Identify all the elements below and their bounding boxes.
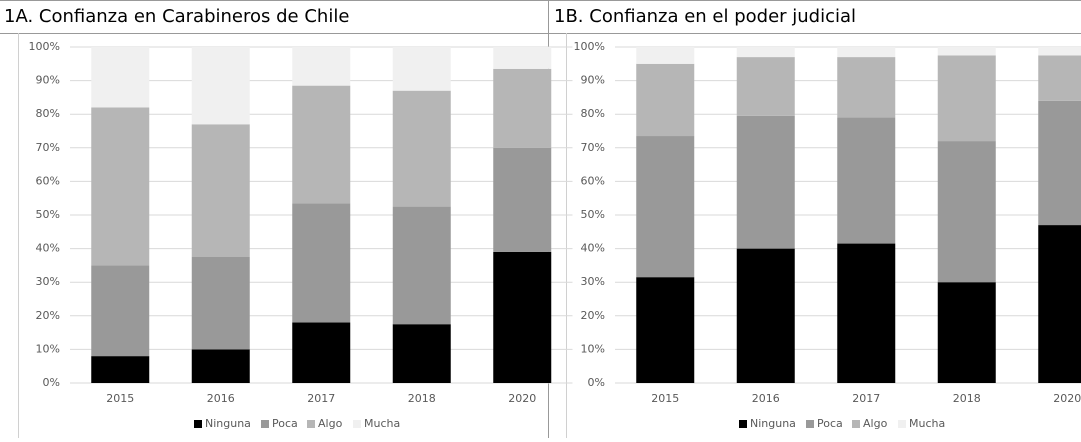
y-tick-label: 60%	[36, 174, 60, 187]
bar-segment	[392, 47, 451, 91]
bar-segment	[937, 47, 996, 56]
bar-segment	[493, 251, 552, 383]
bar-segment	[493, 47, 552, 69]
y-tick-label: 30%	[581, 275, 605, 288]
bar-segment	[837, 117, 896, 244]
x-tick-label: 2018	[408, 392, 436, 405]
bar-segment	[191, 47, 250, 125]
x-tick-label: 2018	[953, 392, 981, 405]
bar-segment	[837, 243, 896, 383]
x-tick-label: 2016	[207, 392, 235, 405]
legend-swatch	[739, 420, 747, 428]
y-tick-label: 80%	[581, 107, 605, 120]
bar-segment	[292, 203, 351, 323]
legend-label: Mucha	[364, 417, 400, 430]
bar-segment	[1038, 225, 1081, 383]
y-tick-label: 40%	[36, 242, 60, 255]
legend-label: Ninguna	[205, 417, 251, 430]
legend-swatch	[307, 420, 315, 428]
x-tick-label: 2020	[508, 392, 536, 405]
bar-segment	[937, 141, 996, 283]
bar-segment	[837, 47, 896, 58]
chart-title: 1B. Confianza en el poder judicial	[554, 6, 856, 27]
legend-label: Poca	[272, 417, 298, 430]
legend-swatch	[194, 420, 202, 428]
legend-swatch	[898, 420, 906, 428]
legend-label: Mucha	[909, 417, 945, 430]
bar-segment	[636, 277, 695, 383]
bar-segment	[292, 85, 351, 204]
bar-segment	[1038, 55, 1081, 101]
legend-swatch	[353, 420, 361, 428]
bar-segment	[191, 124, 250, 257]
legend-label: Algo	[863, 417, 888, 430]
bar-segment	[736, 115, 795, 249]
bar-segment	[636, 63, 695, 137]
y-tick-label: 70%	[581, 141, 605, 154]
x-tick-label: 2017	[307, 392, 335, 405]
bar-segment	[636, 47, 695, 64]
y-tick-label: 80%	[36, 107, 60, 120]
bar-segment	[493, 147, 552, 252]
y-tick-label: 90%	[581, 74, 605, 87]
bar-segment	[91, 47, 150, 108]
bar-segment	[937, 55, 996, 142]
x-tick-label: 2016	[752, 392, 780, 405]
y-tick-label: 10%	[581, 342, 605, 355]
legend-swatch	[261, 420, 269, 428]
y-tick-label: 60%	[581, 174, 605, 187]
x-tick-label: 2017	[852, 392, 880, 405]
x-tick-label: 2020	[1053, 392, 1081, 405]
bar-segment	[392, 206, 451, 325]
bar-segment	[493, 68, 552, 148]
y-tick-label: 30%	[36, 275, 60, 288]
bar-segment	[91, 356, 150, 383]
y-tick-label: 100%	[29, 40, 60, 53]
bar-segment	[392, 324, 451, 383]
y-tick-label: 40%	[581, 242, 605, 255]
legend-label: Ninguna	[750, 417, 796, 430]
y-tick-label: 0%	[43, 376, 60, 389]
bar-segment	[91, 107, 150, 266]
y-tick-label: 50%	[36, 208, 60, 221]
bar-segment	[91, 265, 150, 357]
x-tick-label: 2015	[106, 392, 134, 405]
bar-segment	[292, 47, 351, 86]
bar-segment	[837, 57, 896, 118]
y-tick-label: 20%	[36, 309, 60, 322]
y-tick-label: 50%	[581, 208, 605, 221]
bar-segment	[191, 349, 250, 383]
y-tick-label: 10%	[36, 342, 60, 355]
y-tick-label: 70%	[36, 141, 60, 154]
bar-segment	[636, 136, 695, 278]
bar-segment	[736, 248, 795, 383]
bar-segment	[736, 47, 795, 58]
bar-segment	[392, 90, 451, 207]
x-tick-label: 2015	[651, 392, 679, 405]
bar-segment	[736, 57, 795, 116]
bar-segment	[292, 322, 351, 383]
bar-segment	[1038, 100, 1081, 226]
legend-label: Algo	[318, 417, 343, 430]
bar-segment	[1038, 47, 1081, 56]
legend-swatch	[806, 420, 814, 428]
chart-title: 1A. Confianza en Carabineros de Chile	[4, 6, 349, 27]
y-tick-label: 20%	[581, 309, 605, 322]
y-tick-label: 100%	[574, 40, 605, 53]
legend-label: Poca	[817, 417, 843, 430]
y-tick-label: 90%	[36, 74, 60, 87]
legend-swatch	[852, 420, 860, 428]
bar-segment	[937, 282, 996, 383]
bar-segment	[191, 257, 250, 350]
y-tick-label: 0%	[588, 376, 605, 389]
